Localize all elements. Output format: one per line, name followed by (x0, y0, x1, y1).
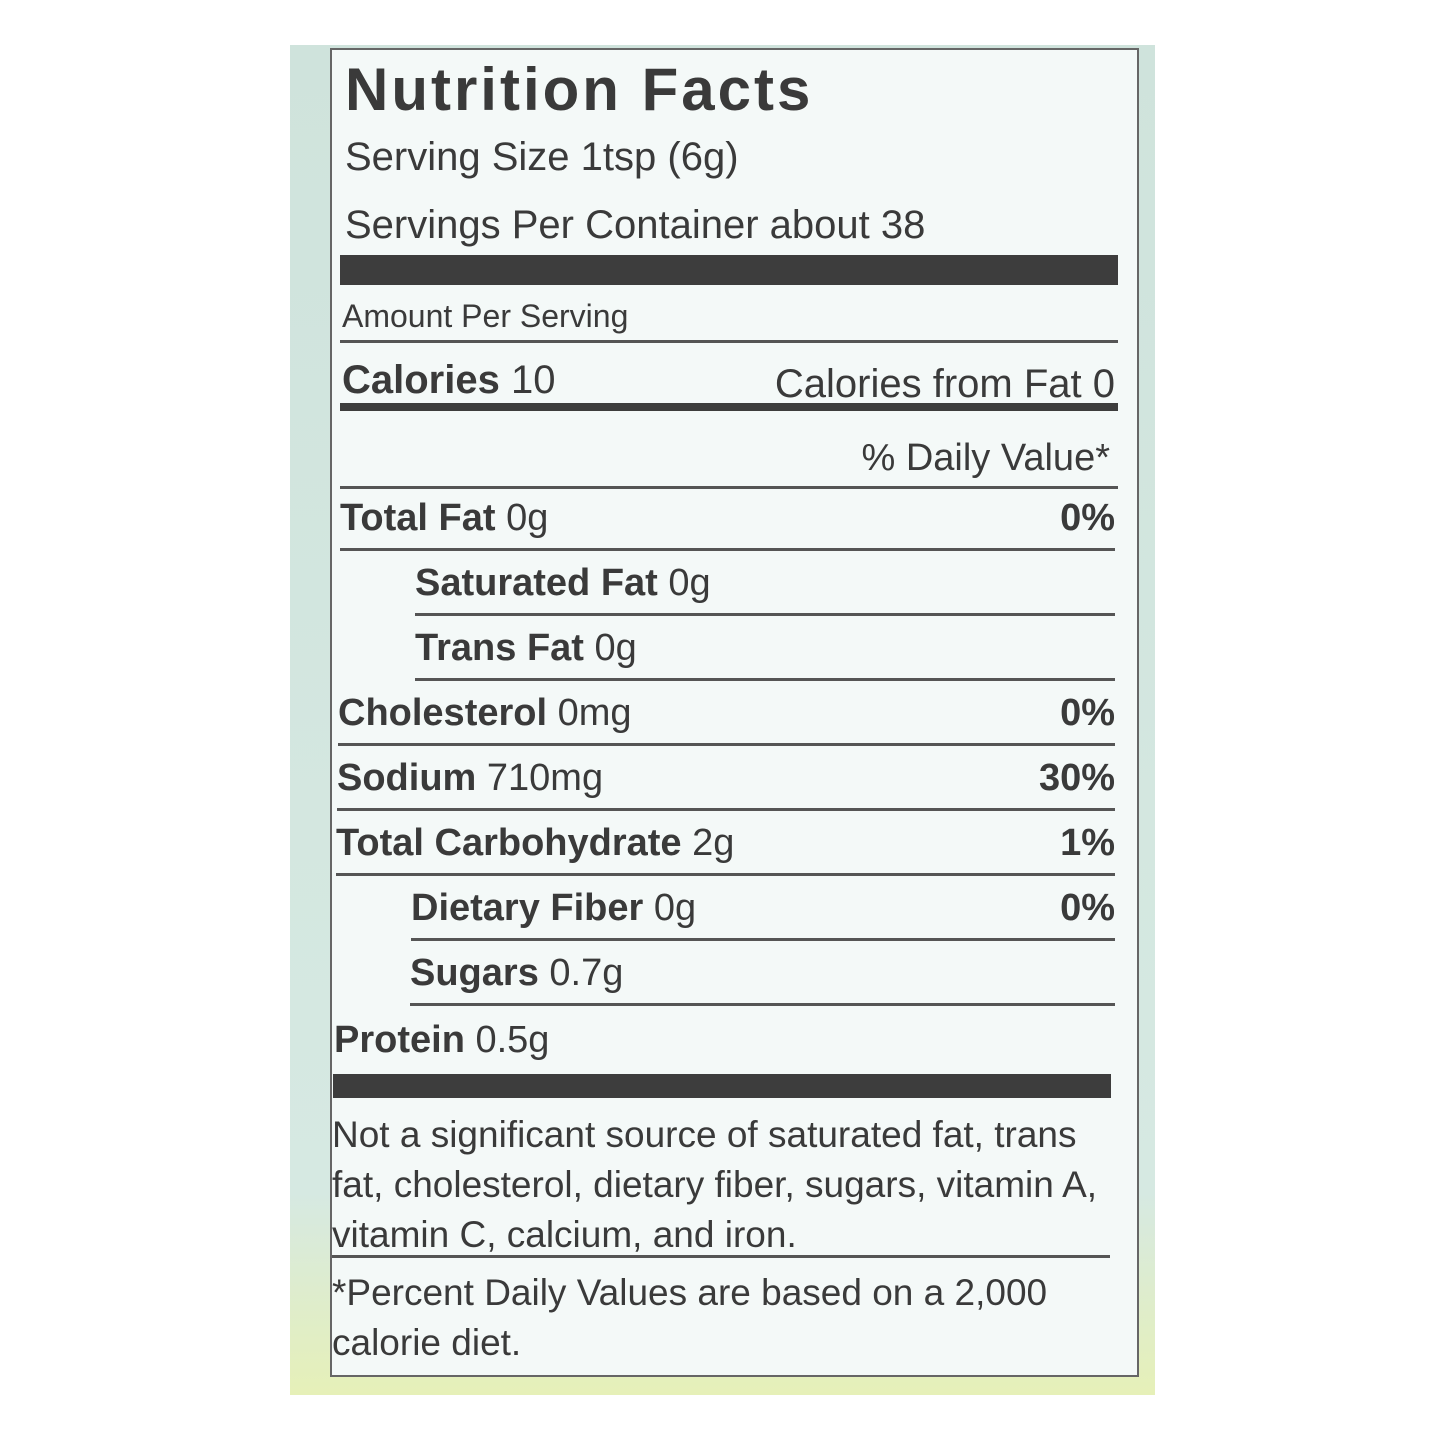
nutrient-amount: 0mg (557, 692, 632, 734)
nutrient-amount: 710mg (486, 757, 604, 799)
nutrient-amount: 0.7g (549, 952, 624, 994)
nutrient-row: Total Carbohydrate 2g 1% (336, 813, 1115, 876)
medium-rule (340, 403, 1118, 411)
nutrient-name: Trans Fat (415, 627, 584, 669)
daily-value: 0% (1060, 692, 1115, 734)
nutrient-name: Dietary Fiber (411, 887, 644, 929)
nutrient-name: Total Carbohydrate (336, 822, 682, 864)
nutrient-row: Sugars 0.7g (410, 943, 1115, 1006)
nutrient-row: Total Fat 0g 0% (340, 488, 1115, 551)
nutrient-amount: 0g (653, 887, 697, 929)
nutrient-name: Sodium (337, 757, 477, 799)
nutrient-row: Sodium 710mg 30% (337, 748, 1115, 811)
rule (332, 1255, 1110, 1258)
nutrient-row: Trans Fat 0g (415, 618, 1115, 681)
calories-from-fat: Calories from Fat 0 (774, 362, 1115, 406)
daily-value-header: % Daily Value* (861, 437, 1110, 479)
nutrient-amount: 0g (506, 497, 549, 539)
nutrient-name: Sugars (410, 952, 539, 994)
nutrient-amount: 2g (692, 822, 735, 864)
nutrient-name: Protein (334, 1019, 465, 1061)
daily-value: 0% (1060, 497, 1115, 539)
calories-value: 10 (510, 358, 556, 402)
daily-value: 0% (1060, 887, 1115, 929)
footnote: *Percent Daily Values are based on a 2,0… (332, 1272, 1048, 1363)
serving-size: Serving Size 1tsp (6g) (345, 135, 739, 179)
nutrient-amount: 0g (668, 562, 711, 604)
daily-value: 30% (1038, 757, 1115, 799)
calories-line: Calories 10 (342, 358, 555, 403)
nutrient-amount: 0.5g (475, 1019, 550, 1061)
servings-per-container: Servings Per Container about 38 (345, 203, 926, 247)
amount-per-serving: Amount Per Serving (342, 298, 629, 334)
calories-label: Calories (342, 358, 500, 402)
nutrient-row: Cholesterol 0mg 0% (338, 683, 1115, 746)
daily-value: 1% (1060, 822, 1115, 864)
thick-rule (333, 1074, 1111, 1098)
nutrient-row: Protein 0.5g (334, 1010, 1115, 1070)
thick-rule (340, 255, 1118, 285)
rule (340, 340, 1118, 343)
nutrient-name: Cholesterol (338, 692, 548, 734)
nutrient-amount: 0g (594, 627, 637, 669)
nutrient-name: Total Fat (340, 497, 496, 539)
nutrient-row: Saturated Fat 0g (415, 553, 1115, 616)
rule (340, 486, 1118, 489)
nutrient-row: Dietary Fiber 0g 0% (411, 878, 1115, 941)
footnote: Not a significant source of saturated fa… (332, 1114, 1098, 1255)
nutrient-name: Saturated Fat (415, 562, 658, 604)
title: Nutrition Facts (345, 56, 814, 123)
